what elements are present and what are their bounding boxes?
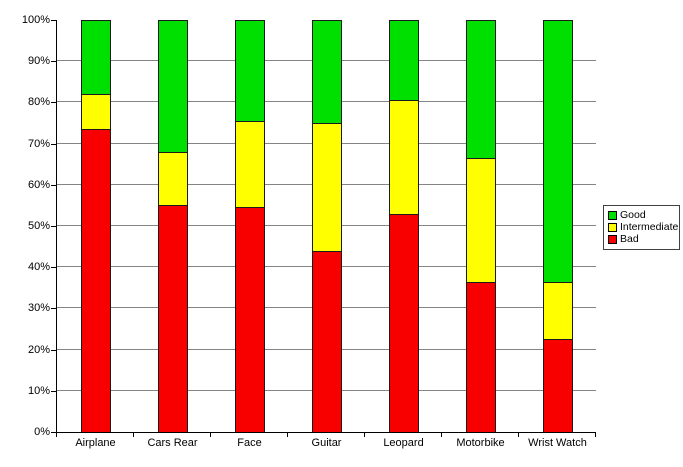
- bar-segment-good-1: [158, 20, 188, 152]
- bar-segment-good-0: [81, 20, 111, 94]
- legend-swatch-good-icon: [608, 211, 617, 220]
- x-boundary-tick-1: [133, 433, 134, 437]
- x-boundary-tick-0: [56, 433, 57, 437]
- y-tick-80: [51, 102, 56, 103]
- bar-segment-bad-2: [235, 207, 265, 432]
- x-category-label-5: Motorbike: [456, 437, 505, 449]
- y-tick-90: [51, 61, 56, 62]
- x-category-label-1: Cars Rear: [147, 437, 198, 449]
- y-tick-label-30: 30%: [27, 302, 50, 314]
- x-category-label-3: Guitar: [311, 437, 342, 449]
- bar-segment-intermediate-4: [389, 100, 419, 214]
- y-tick-60: [51, 185, 56, 186]
- y-tick-label-10: 10%: [27, 385, 50, 397]
- y-axis-line: [56, 20, 57, 433]
- legend-swatch-intermediate-icon: [608, 223, 617, 232]
- bar-segment-intermediate-1: [158, 152, 188, 205]
- bar-segment-intermediate-6: [543, 282, 573, 339]
- y-tick-label-60: 60%: [27, 179, 50, 191]
- bar-segment-intermediate-5: [466, 158, 496, 282]
- bar-segment-good-2: [235, 20, 265, 121]
- y-tick-label-100: 100%: [21, 14, 50, 26]
- x-boundary-tick-5: [441, 433, 442, 437]
- y-tick-70: [51, 144, 56, 145]
- legend-label-bad: Bad: [620, 233, 639, 245]
- bar-segment-good-5: [466, 20, 496, 158]
- y-tick-label-50: 50%: [27, 220, 50, 232]
- bar-segment-bad-6: [543, 339, 573, 432]
- y-tick-50: [51, 226, 56, 227]
- bar-segment-bad-0: [81, 129, 111, 432]
- legend-item-intermediate: Intermediate: [608, 221, 679, 233]
- x-category-label-6: Wrist Watch: [528, 437, 587, 449]
- legend-swatch-bad-icon: [608, 235, 617, 244]
- bar-segment-bad-4: [389, 214, 419, 432]
- y-tick-20: [51, 350, 56, 351]
- y-tick-100: [51, 20, 56, 21]
- y-tick-label-0: 0%: [34, 426, 50, 438]
- legend-item-good: Good: [608, 210, 676, 221]
- x-category-label-0: Airplane: [75, 437, 116, 449]
- y-tick-label-80: 80%: [27, 96, 50, 108]
- x-category-label-2: Face: [237, 437, 262, 449]
- x-boundary-tick-7: [595, 433, 596, 437]
- bar-segment-bad-3: [312, 251, 342, 432]
- x-boundary-tick-4: [364, 433, 365, 437]
- y-tick-40: [51, 267, 56, 268]
- bar-segment-intermediate-0: [81, 94, 111, 129]
- y-tick-0: [51, 432, 56, 433]
- bar-segment-bad-5: [466, 282, 496, 432]
- y-tick-30: [51, 308, 56, 309]
- y-tick-label-20: 20%: [27, 344, 50, 356]
- y-tick-label-90: 90%: [27, 55, 50, 67]
- x-boundary-tick-3: [287, 433, 288, 437]
- bar-segment-intermediate-3: [312, 123, 342, 251]
- x-boundary-tick-6: [518, 433, 519, 437]
- legend: Good Intermediate Bad: [603, 205, 680, 250]
- x-axis-line: [56, 432, 596, 433]
- legend-label-good: Good: [620, 209, 646, 221]
- bar-segment-good-4: [389, 20, 419, 100]
- plot-area: [57, 20, 596, 432]
- x-boundary-tick-2: [210, 433, 211, 437]
- legend-label-intermediate: Intermediate: [620, 221, 679, 233]
- bar-segment-good-3: [312, 20, 342, 123]
- y-tick-10: [51, 391, 56, 392]
- bar-segment-bad-1: [158, 205, 188, 432]
- legend-item-bad: Bad: [608, 234, 676, 245]
- y-tick-label-40: 40%: [27, 261, 50, 273]
- y-tick-label-70: 70%: [27, 138, 50, 150]
- bar-segment-intermediate-2: [235, 121, 265, 207]
- x-category-label-4: Leopard: [383, 437, 424, 449]
- bar-segment-good-6: [543, 20, 573, 282]
